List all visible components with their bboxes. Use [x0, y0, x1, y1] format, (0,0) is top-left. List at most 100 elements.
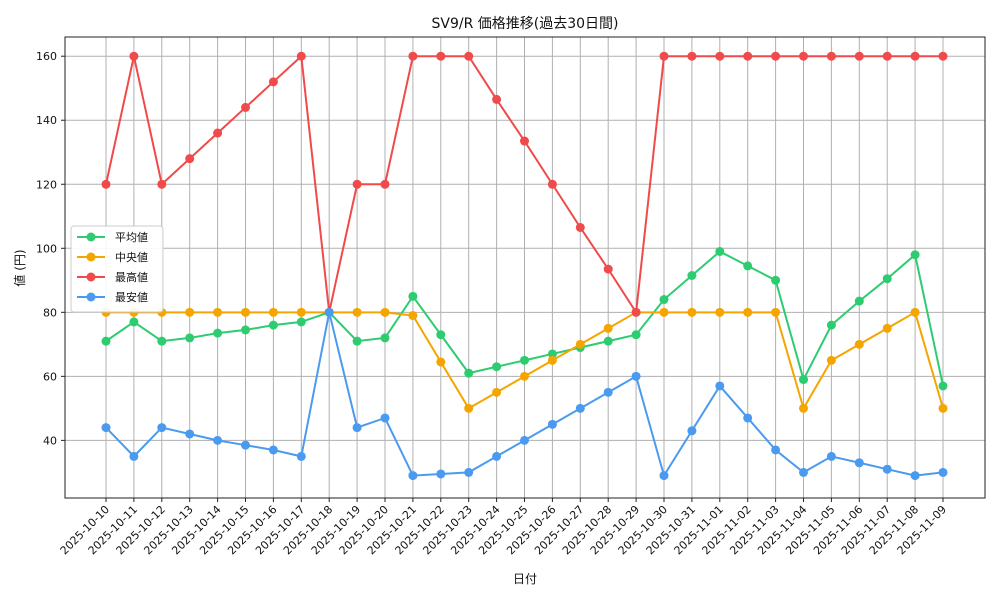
- data-point: [910, 51, 920, 61]
- data-point: [185, 307, 195, 317]
- data-point: [547, 179, 557, 189]
- data-point: [687, 271, 697, 281]
- legend-swatch-marker: [86, 232, 96, 242]
- data-point: [408, 311, 418, 321]
- data-point: [464, 467, 474, 477]
- data-point: [436, 330, 446, 340]
- data-point: [129, 51, 139, 61]
- x-axis-label: 日付: [513, 572, 537, 586]
- data-point: [296, 51, 306, 61]
- data-point: [882, 51, 892, 61]
- data-point: [241, 102, 250, 112]
- data-point: [771, 307, 781, 317]
- data-point: [938, 381, 948, 391]
- legend-swatch-marker: [86, 292, 96, 302]
- legend-label: 中央値: [115, 251, 148, 264]
- data-point: [715, 246, 725, 256]
- data-point: [743, 413, 753, 423]
- data-point: [185, 429, 195, 439]
- data-point: [213, 328, 223, 338]
- data-point: [659, 51, 669, 61]
- data-point: [547, 355, 557, 365]
- legend-swatch-marker: [86, 252, 96, 262]
- data-point: [380, 179, 390, 189]
- data-point: [464, 403, 474, 413]
- legend-label: 最高値: [115, 270, 148, 284]
- data-point: [631, 330, 641, 340]
- y-tick-label: 60: [43, 370, 57, 383]
- data-point: [213, 435, 223, 445]
- data-point: [603, 323, 613, 333]
- data-point: [743, 261, 753, 271]
- data-point: [854, 339, 864, 349]
- data-point: [436, 469, 446, 479]
- data-point: [129, 451, 139, 461]
- data-point: [631, 307, 641, 317]
- data-point: [910, 471, 920, 481]
- data-point: [408, 291, 418, 301]
- data-point: [799, 375, 808, 385]
- x-axis-ticks: 2025-10-102025-10-112025-10-122025-10-13…: [58, 498, 949, 557]
- data-point: [380, 333, 390, 343]
- data-point: [241, 440, 250, 450]
- data-point: [603, 336, 613, 346]
- data-point: [882, 323, 892, 333]
- data-point: [408, 471, 418, 481]
- y-tick-label: 160: [36, 50, 57, 63]
- data-point: [854, 458, 864, 468]
- data-point: [296, 307, 306, 317]
- data-point: [436, 357, 446, 367]
- data-point: [826, 51, 836, 61]
- data-point: [268, 445, 278, 455]
- data-point: [687, 51, 697, 61]
- data-point: [268, 307, 278, 317]
- data-point: [910, 250, 920, 260]
- data-point: [631, 371, 641, 381]
- data-point: [771, 51, 781, 61]
- chart-title: SV9/R 価格推移(過去30日間): [431, 16, 618, 32]
- y-tick-label: 100: [36, 242, 57, 255]
- data-point: [575, 403, 585, 413]
- data-point: [910, 307, 920, 317]
- y-tick-label: 140: [36, 114, 57, 127]
- grid: [65, 37, 985, 498]
- data-point: [826, 355, 836, 365]
- data-point: [854, 296, 864, 306]
- data-point: [715, 307, 725, 317]
- data-point: [743, 307, 753, 317]
- data-point: [492, 387, 502, 397]
- data-point: [492, 451, 502, 461]
- data-point: [157, 336, 167, 346]
- data-point: [101, 336, 111, 346]
- data-point: [464, 51, 474, 61]
- data-point: [938, 51, 948, 61]
- data-point: [938, 403, 948, 413]
- data-point: [464, 368, 474, 378]
- data-point: [799, 467, 808, 477]
- data-point: [743, 51, 753, 61]
- data-point: [352, 336, 362, 346]
- y-tick-label: 120: [36, 178, 57, 191]
- data-point: [129, 317, 139, 327]
- data-point: [715, 381, 725, 391]
- data-point: [799, 403, 808, 413]
- data-point: [492, 362, 502, 372]
- data-point: [101, 423, 111, 433]
- data-point: [603, 264, 613, 274]
- data-point: [882, 274, 892, 284]
- data-point: [241, 325, 250, 335]
- data-point: [826, 320, 836, 330]
- data-point: [854, 51, 864, 61]
- data-point: [352, 423, 362, 433]
- series-2: [101, 51, 948, 317]
- legend-swatch-marker: [86, 272, 96, 282]
- data-point: [185, 154, 195, 164]
- data-point: [241, 307, 250, 317]
- data-point: [268, 320, 278, 330]
- data-point: [938, 467, 948, 477]
- data-point: [380, 307, 390, 317]
- data-point: [352, 179, 362, 189]
- data-point: [715, 51, 725, 61]
